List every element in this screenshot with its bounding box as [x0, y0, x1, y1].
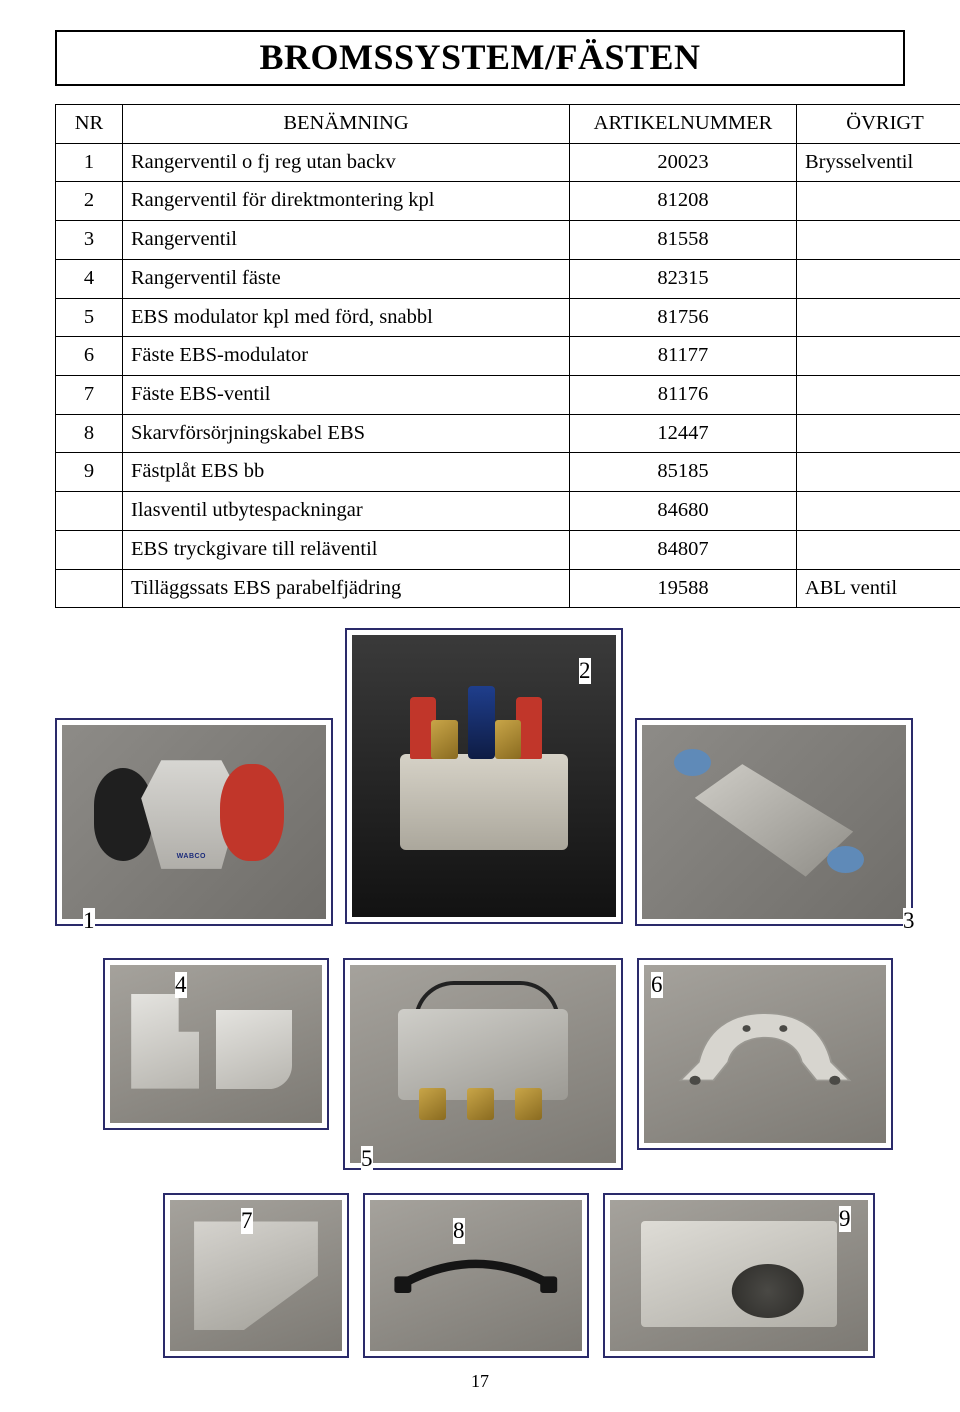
cell-nr: 1 — [56, 143, 123, 182]
cell-article: 85185 — [570, 453, 797, 492]
photo-3 — [635, 718, 913, 926]
cell-nr: 2 — [56, 182, 123, 221]
cell-name: EBS tryckgivare till reläventil — [123, 530, 570, 569]
cell-article: 81558 — [570, 221, 797, 260]
cell-nr — [56, 569, 123, 608]
page-title: BROMSSYSTEM/FÄSTEN — [259, 37, 700, 77]
cell-article: 81177 — [570, 337, 797, 376]
table-row: 9Fästplåt EBS bb85185 — [56, 453, 960, 492]
cell-article: 19588 — [570, 569, 797, 608]
photo-label-5: 5 — [361, 1146, 373, 1172]
cell-note — [797, 376, 960, 415]
cell-note — [797, 182, 960, 221]
cell-note: Brysselventil — [797, 143, 960, 182]
cell-article: 82315 — [570, 259, 797, 298]
col-header-article: ARTIKELNUMMER — [570, 105, 797, 144]
cell-note: ABL ventil — [797, 569, 960, 608]
photo-8 — [363, 1193, 589, 1358]
photo-label-9: 9 — [839, 1206, 851, 1232]
photo-label-2: 2 — [579, 658, 591, 684]
photo-9 — [603, 1193, 875, 1358]
cell-note — [797, 221, 960, 260]
photo-label-6: 6 — [651, 972, 663, 998]
cell-nr: 4 — [56, 259, 123, 298]
cell-article: 20023 — [570, 143, 797, 182]
photo-label-7: 7 — [241, 1208, 253, 1234]
cell-note — [797, 337, 960, 376]
cell-nr: 3 — [56, 221, 123, 260]
cell-note — [797, 453, 960, 492]
table-row: EBS tryckgivare till reläventil84807 — [56, 530, 960, 569]
page-number: 17 — [0, 1371, 960, 1392]
cell-note — [797, 259, 960, 298]
cell-nr: 5 — [56, 298, 123, 337]
table-row: 3Rangerventil81558 — [56, 221, 960, 260]
table-row: 8Skarvförsörjningskabel EBS12447 — [56, 414, 960, 453]
photo-label-3: 3 — [903, 908, 915, 934]
cell-article: 84807 — [570, 530, 797, 569]
cell-article: 81208 — [570, 182, 797, 221]
table-row: 4Rangerventil fäste82315 — [56, 259, 960, 298]
photo-6 — [637, 958, 893, 1150]
parts-table: NR BENÄMNING ARTIKELNUMMER ÖVRIGT 1Range… — [55, 104, 960, 608]
cell-nr — [56, 492, 123, 531]
table-header-row: NR BENÄMNING ARTIKELNUMMER ÖVRIGT — [56, 105, 960, 144]
cell-name: Rangerventil för direktmontering kpl — [123, 182, 570, 221]
cell-name: EBS modulator kpl med förd, snabbl — [123, 298, 570, 337]
cell-nr — [56, 530, 123, 569]
photo-label-8: 8 — [453, 1218, 465, 1244]
cell-nr: 8 — [56, 414, 123, 453]
cell-article: 81756 — [570, 298, 797, 337]
cell-note — [797, 492, 960, 531]
cell-name: Rangerventil o fj reg utan backv — [123, 143, 570, 182]
cell-article: 12447 — [570, 414, 797, 453]
table-row: 5EBS modulator kpl med förd, snabbl81756 — [56, 298, 960, 337]
table-row: 1Rangerventil o fj reg utan backv20023Br… — [56, 143, 960, 182]
cell-name: Fäste EBS-modulator — [123, 337, 570, 376]
photo-label-1: 1 — [83, 908, 95, 934]
photo-5 — [343, 958, 623, 1170]
cell-note — [797, 414, 960, 453]
photo-4 — [103, 958, 329, 1130]
table-row: Tilläggssats EBS parabelfjädring19588ABL… — [56, 569, 960, 608]
photo-label-4: 4 — [175, 972, 187, 998]
table-row: 7Fäste EBS-ventil81176 — [56, 376, 960, 415]
col-header-name: BENÄMNING — [123, 105, 570, 144]
cell-article: 81176 — [570, 376, 797, 415]
col-header-nr: NR — [56, 105, 123, 144]
cell-name: Ilasventil utbytespackningar — [123, 492, 570, 531]
cell-name: Fäste EBS-ventil — [123, 376, 570, 415]
col-header-note: ÖVRIGT — [797, 105, 960, 144]
cell-nr: 9 — [56, 453, 123, 492]
cell-name: Rangerventil fäste — [123, 259, 570, 298]
cell-article: 84680 — [570, 492, 797, 531]
table-row: Ilasventil utbytespackningar84680 — [56, 492, 960, 531]
photo-gallery: 1 2 3 4 5 — [55, 628, 905, 1368]
cell-name: Rangerventil — [123, 221, 570, 260]
cell-note — [797, 530, 960, 569]
cell-name: Fästplåt EBS bb — [123, 453, 570, 492]
cell-nr: 7 — [56, 376, 123, 415]
page-title-box: BROMSSYSTEM/FÄSTEN — [55, 30, 905, 86]
table-row: 2Rangerventil för direktmontering kpl812… — [56, 182, 960, 221]
photo-7 — [163, 1193, 349, 1358]
photo-1 — [55, 718, 333, 926]
cell-note — [797, 298, 960, 337]
table-row: 6Fäste EBS-modulator81177 — [56, 337, 960, 376]
cell-name: Tilläggssats EBS parabelfjädring — [123, 569, 570, 608]
cell-name: Skarvförsörjningskabel EBS — [123, 414, 570, 453]
cell-nr: 6 — [56, 337, 123, 376]
table-body: 1Rangerventil o fj reg utan backv20023Br… — [56, 143, 960, 608]
